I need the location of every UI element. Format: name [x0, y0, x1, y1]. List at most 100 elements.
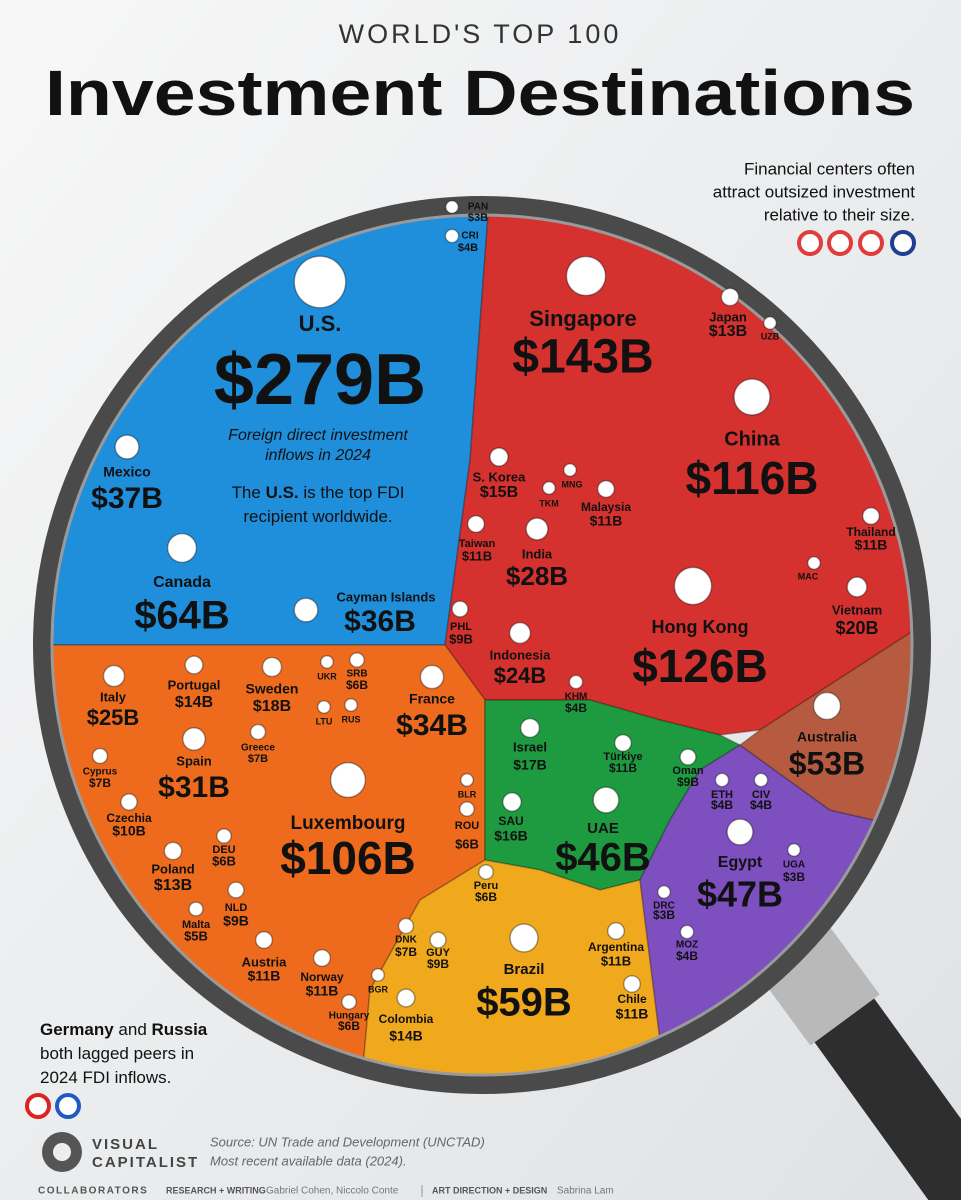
financial-note: Financial centers often	[744, 159, 915, 178]
cell-name: CRI	[461, 231, 478, 242]
cell-name: France	[409, 691, 455, 707]
cell-value: $11B	[601, 953, 631, 968]
cell-value: $64B	[134, 594, 230, 638]
cell-flag	[541, 480, 557, 496]
cell-value: $6B	[455, 836, 479, 851]
cell-name: CIV	[752, 789, 771, 801]
credits-names: Sabrina Lam	[557, 1186, 614, 1197]
cell-value: $20B	[835, 618, 878, 638]
cell-flag	[370, 967, 386, 983]
cell-flag	[91, 747, 109, 765]
cell-flag	[343, 697, 359, 713]
cell-value: $11B	[855, 537, 888, 553]
cell-name: SAU	[498, 814, 523, 828]
cell-value: $11B	[462, 548, 492, 563]
cell-value: $25B	[87, 705, 140, 730]
lens-rim	[50, 213, 914, 1077]
source: Most recent available data (2024).	[210, 1153, 407, 1168]
cell-name: Hong Kong	[652, 617, 749, 637]
cell-value: $16B	[494, 828, 527, 844]
cell-name: ROU	[455, 820, 480, 832]
cell-value: $6B	[346, 678, 368, 692]
credits-label: COLLABORATORS	[38, 1186, 148, 1197]
cell-flag	[489, 447, 509, 467]
supertitle: WORLD'S TOP 100	[339, 19, 622, 49]
lagged-note-part: Germany	[40, 1020, 114, 1039]
notes: Foreign direct investment inflows in 2024…	[25, 159, 916, 1119]
cell-flag	[502, 792, 522, 812]
cell-value: $59B	[476, 981, 572, 1025]
cell-flag	[720, 287, 740, 307]
cell-name: U.S.	[299, 311, 342, 336]
cell-flag	[656, 884, 672, 900]
cell-name: Mexico	[103, 464, 150, 480]
cell-flag	[565, 255, 607, 297]
cell-name: India	[522, 546, 553, 561]
cell-value: $18B	[253, 698, 291, 715]
cell-flag	[329, 761, 367, 799]
us-callout: recipient worldwide.	[243, 507, 392, 526]
lagged-note-part: Russia	[152, 1020, 208, 1039]
cell-name: Japan	[709, 309, 747, 324]
cell-value: $37B	[91, 482, 163, 515]
us-callout-part: The	[232, 483, 266, 502]
flag-icon	[827, 230, 853, 256]
cell-name: SRB	[346, 669, 367, 680]
cell-name: Hungary	[329, 1011, 370, 1022]
cell-name: Sweden	[246, 681, 299, 697]
cell-value: $11B	[616, 1006, 649, 1022]
cell-flag	[508, 621, 532, 645]
flag-icon	[890, 230, 916, 256]
cell-name: Egypt	[718, 854, 763, 871]
logo-mark-inner	[53, 1143, 71, 1161]
cell-value: $9B	[223, 913, 249, 929]
us-callout-part: recipient worldwide.	[243, 507, 392, 526]
cell-name: RUS	[341, 714, 360, 724]
cell-value: $4B	[676, 949, 698, 963]
cell-flag	[293, 597, 319, 623]
cell-flag	[188, 901, 204, 917]
cell-value: $7B	[248, 753, 268, 765]
cell-flag	[316, 699, 332, 715]
cell-flag	[459, 772, 475, 788]
credits-role: ART DIRECTION + DESIGN	[432, 1185, 547, 1195]
cell-flag	[679, 748, 697, 766]
cell-value: $9B	[449, 631, 473, 646]
cell-name: Oman	[672, 765, 703, 777]
cell-flag	[673, 566, 713, 606]
cell-value: $6B	[338, 1019, 360, 1033]
cell-name: ETH	[711, 789, 733, 801]
cell-name: MNG	[562, 479, 583, 489]
cell-flag	[478, 864, 494, 880]
cell-name: PAN	[468, 202, 488, 213]
cell-flag	[679, 924, 695, 940]
lagged-note-part: and	[114, 1020, 152, 1039]
cell-value: $31B	[158, 771, 230, 804]
cell-name: MOZ	[676, 940, 698, 951]
cell-name: BGR	[368, 984, 389, 994]
cell-value: $4B	[565, 701, 587, 715]
cell-flag	[622, 974, 642, 994]
cell-value: $14B	[389, 1028, 422, 1044]
cell-value: $11B	[306, 983, 339, 999]
us-callout-part: is the top FDI	[299, 483, 405, 502]
cell-flag	[509, 923, 539, 953]
cell-value: $3B	[783, 870, 805, 884]
cell-flag	[714, 772, 730, 788]
cell-name: DRC	[653, 901, 675, 912]
cell-name: Brazil	[504, 961, 545, 978]
cell-value: $6B	[212, 853, 236, 868]
flag-icon	[25, 1093, 51, 1119]
cell-flag	[114, 434, 140, 460]
cell-value: $4B	[458, 242, 478, 254]
cell-name: Cayman Islands	[337, 589, 436, 604]
cell-value: $36B	[344, 605, 416, 638]
cell-flag	[786, 842, 802, 858]
cell-name: Colombia	[379, 1012, 434, 1026]
us-note: inflows in 2024	[265, 447, 371, 464]
cell-name: Portugal	[168, 677, 221, 692]
cell-name: S. Korea	[473, 469, 527, 484]
flag-icon	[55, 1093, 81, 1119]
cell-value: $143B	[512, 331, 653, 384]
